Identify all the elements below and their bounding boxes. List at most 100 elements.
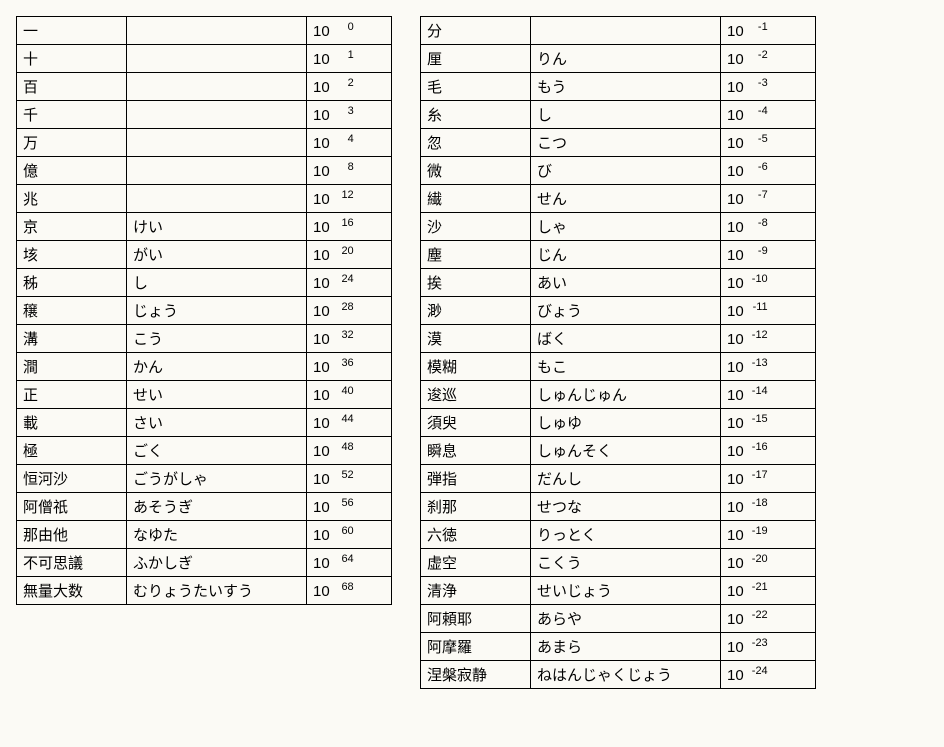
value-exponent: -10 <box>746 273 768 285</box>
table-row: 逡巡しゅんじゅん10-14 <box>421 381 816 409</box>
value-base: 10 <box>727 611 744 628</box>
value-exponent: 36 <box>332 357 354 369</box>
reading-cell: しゅんじゅん <box>531 381 721 409</box>
value-base: 10 <box>313 359 330 376</box>
kanji-cell: 正 <box>17 381 127 409</box>
reading-cell: がい <box>127 241 307 269</box>
value-cell: 10-4 <box>721 101 816 129</box>
value-exponent: -12 <box>746 329 768 341</box>
table-row: 阿摩羅あまら10-23 <box>421 633 816 661</box>
value-base: 10 <box>313 415 330 432</box>
kanji-cell: 糸 <box>421 101 531 129</box>
value-exponent: -13 <box>746 357 768 369</box>
table-row: 分10-1 <box>421 17 816 45</box>
reading-cell: しゅんそく <box>531 437 721 465</box>
large-numbers-table: 一100十101百102千103万104億108兆1012京けい1016垓がい1… <box>16 16 392 605</box>
reading-cell: ねはんじゃくじょう <box>531 661 721 689</box>
kanji-cell: 須臾 <box>421 409 531 437</box>
kanji-cell: 不可思議 <box>17 549 127 577</box>
value-exponent: -7 <box>746 189 768 201</box>
kanji-cell: 模糊 <box>421 353 531 381</box>
value-base: 10 <box>313 79 330 96</box>
value-base: 10 <box>313 275 330 292</box>
reading-cell: あらや <box>531 605 721 633</box>
value-cell: 1032 <box>307 325 392 353</box>
table-row: 弾指だんし10-17 <box>421 465 816 493</box>
value-base: 10 <box>727 471 744 488</box>
reading-cell <box>127 45 307 73</box>
reading-cell: じょう <box>127 297 307 325</box>
kanji-cell: 涅槃寂静 <box>421 661 531 689</box>
table-row: 忽こつ10-5 <box>421 129 816 157</box>
reading-cell: なゆた <box>127 521 307 549</box>
kanji-cell: 澗 <box>17 353 127 381</box>
table-row: 那由他なゆた1060 <box>17 521 392 549</box>
value-cell: 1060 <box>307 521 392 549</box>
value-exponent: 40 <box>332 385 354 397</box>
value-exponent: 0 <box>332 21 354 33</box>
value-base: 10 <box>313 443 330 460</box>
value-exponent: 24 <box>332 273 354 285</box>
value-base: 10 <box>313 219 330 236</box>
value-cell: 10-14 <box>721 381 816 409</box>
value-exponent: 28 <box>332 301 354 313</box>
value-exponent: -22 <box>746 609 768 621</box>
table-row: 微び10-6 <box>421 157 816 185</box>
table-row: 澗かん1036 <box>17 353 392 381</box>
kanji-cell: 沙 <box>421 213 531 241</box>
reading-cell: りん <box>531 45 721 73</box>
value-base: 10 <box>727 415 744 432</box>
table-row: 不可思議ふかしぎ1064 <box>17 549 392 577</box>
value-cell: 102 <box>307 73 392 101</box>
value-exponent: 52 <box>332 469 354 481</box>
value-exponent: 1 <box>332 49 354 61</box>
value-base: 10 <box>313 555 330 572</box>
kanji-cell: 極 <box>17 437 127 465</box>
kanji-cell: 垓 <box>17 241 127 269</box>
value-base: 10 <box>727 107 744 124</box>
table-row: 兆1012 <box>17 185 392 213</box>
value-cell: 10-24 <box>721 661 816 689</box>
value-exponent: -1 <box>746 21 768 33</box>
reading-cell: あい <box>531 269 721 297</box>
kanji-cell: 京 <box>17 213 127 241</box>
table-row: 恒河沙ごうがしゃ1052 <box>17 465 392 493</box>
value-cell: 101 <box>307 45 392 73</box>
reading-cell <box>127 185 307 213</box>
table-row: 一 100 <box>17 17 392 45</box>
value-base: 10 <box>727 387 744 404</box>
kanji-cell: 百 <box>17 73 127 101</box>
value-cell: 100 <box>307 17 392 45</box>
value-base: 10 <box>313 107 330 124</box>
value-cell: 10-16 <box>721 437 816 465</box>
value-base: 10 <box>727 163 744 180</box>
table-row: 毛もう10-3 <box>421 73 816 101</box>
value-cell: 1044 <box>307 409 392 437</box>
kanji-cell: 一 <box>17 17 127 45</box>
value-exponent: 56 <box>332 497 354 509</box>
reading-cell: もう <box>531 73 721 101</box>
value-cell: 108 <box>307 157 392 185</box>
value-exponent: -5 <box>746 133 768 145</box>
kanji-cell: 毛 <box>421 73 531 101</box>
kanji-cell: 那由他 <box>17 521 127 549</box>
kanji-cell: 渺 <box>421 297 531 325</box>
reading-cell: びょう <box>531 297 721 325</box>
reading-cell: ふかしぎ <box>127 549 307 577</box>
value-base: 10 <box>727 23 744 40</box>
value-exponent: 44 <box>332 413 354 425</box>
small-numbers-table: 分10-1厘りん10-2毛もう10-3糸し10-4忽こつ10-5微び10-6繊せ… <box>420 16 816 689</box>
value-base: 10 <box>313 135 330 152</box>
value-exponent: -17 <box>746 469 768 481</box>
kanji-cell: 溝 <box>17 325 127 353</box>
table-row: 虚空こくう10-20 <box>421 549 816 577</box>
table-row: 沙しゃ10-8 <box>421 213 816 241</box>
table-row: 繊せん10-7 <box>421 185 816 213</box>
kanji-cell: 清浄 <box>421 577 531 605</box>
value-base: 10 <box>313 387 330 404</box>
value-exponent: 8 <box>332 161 354 173</box>
table-row: 清浄せいじょう10-21 <box>421 577 816 605</box>
value-cell: 1036 <box>307 353 392 381</box>
kanji-cell: 千 <box>17 101 127 129</box>
value-base: 10 <box>727 51 744 68</box>
